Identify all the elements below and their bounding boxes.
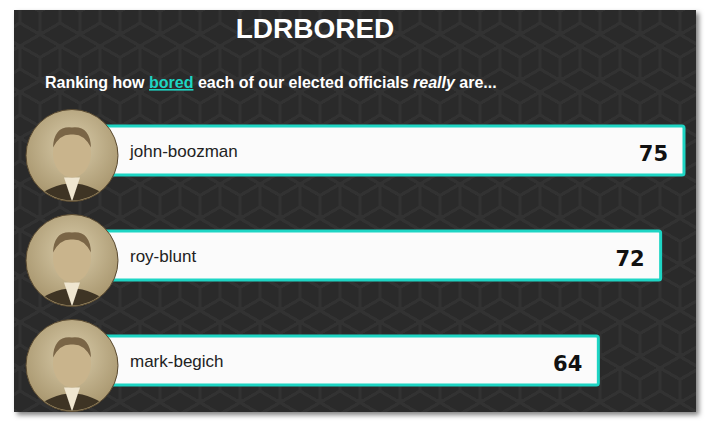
title: LDRBORED [236,13,395,44]
portrait-hair [53,127,91,147]
photos [26,110,118,414]
subtitle: Ranking how bored each of our elected of… [45,74,497,91]
bar [100,231,661,280]
bar [100,336,598,385]
portrait-shirt [64,388,80,412]
portrait-shirt [64,178,80,202]
portrait-frame [26,215,118,307]
subtitle-part: are... [455,74,497,91]
portrait-hair [53,232,91,252]
portrait-figure [28,232,116,308]
data-label: 64 [553,352,582,376]
data-label: 75 [639,142,668,166]
subtitle-part: Ranking how [45,74,149,91]
chart-svg: LDRBORED Ranking how bored each of our el… [0,0,710,432]
portrait-frame [26,320,118,412]
portrait-figure [28,337,116,413]
labels: john-boozman 75 roy-blunt 72 mark-begich 64 [129,142,668,376]
bars [100,126,684,385]
portrait [26,110,118,204]
portrait-shirt [64,283,80,307]
portrait [26,320,118,414]
subtitle-link[interactable]: bored [149,74,193,91]
category-label: roy-blunt [130,247,196,266]
subtitle-part: really [413,74,456,91]
bar [100,126,684,175]
portrait [26,215,118,309]
chart-root: LDRBORED Ranking how bored each of our el… [0,0,710,432]
portrait-figure [28,127,116,203]
portrait-hair [53,337,91,357]
panel [14,10,696,412]
category-label: mark-begich [130,352,224,371]
data-label: 72 [615,247,644,271]
portrait-frame [26,110,118,202]
subtitle-part: each of our elected officials [193,74,413,91]
category-label: john-boozman [129,142,238,161]
